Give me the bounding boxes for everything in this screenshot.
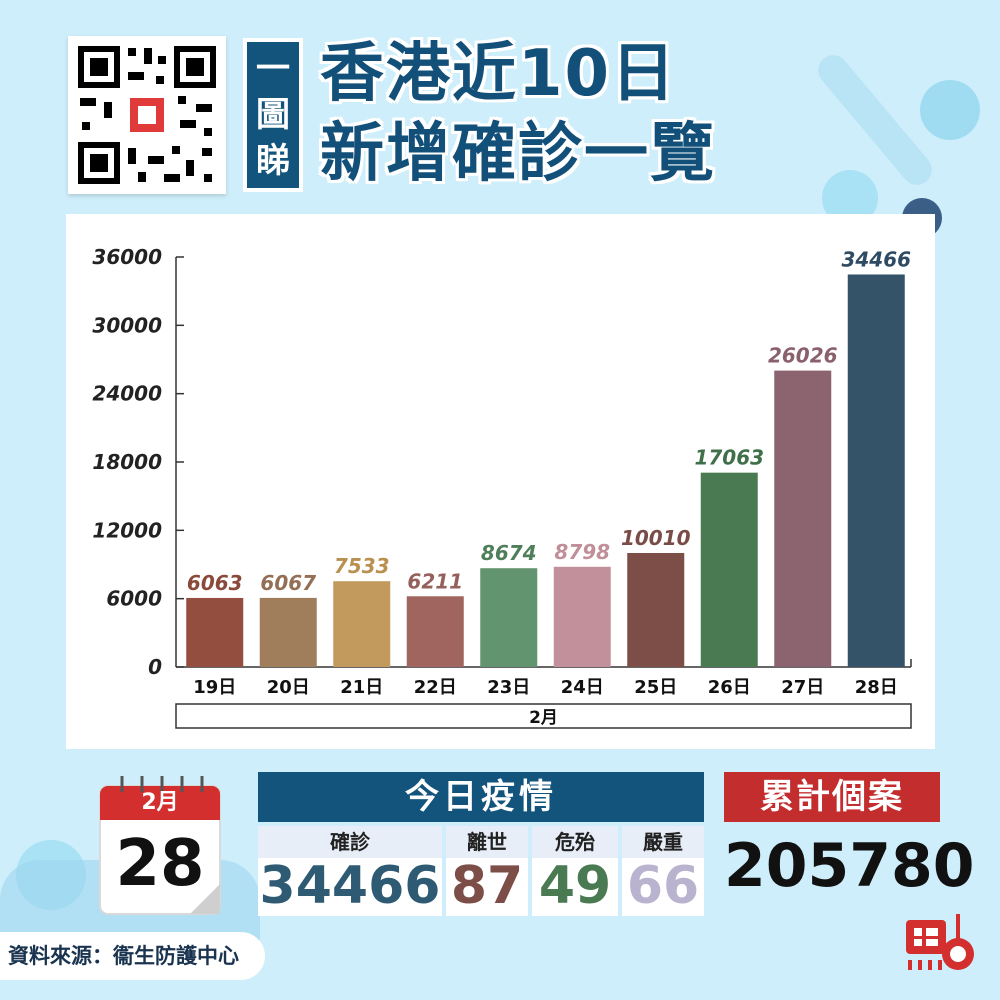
bar [847,274,905,667]
qr-code [68,36,226,194]
bar [480,568,538,667]
y-tick-label: 30000 [92,313,162,337]
calendar-icon: 2月 28 [92,770,232,920]
x-group-box [175,703,912,729]
x-tick-label: 27日 [781,677,824,698]
stat-deaths: 離世 87 [446,826,528,916]
today-header: 今日疫情 [258,772,704,822]
y-tick-label: 24000 [92,382,162,406]
stat-serious: 嚴重 66 [622,826,704,916]
stat-confirmed: 確診 34466 [258,826,442,916]
chart-panel: 0 6000 12000 18000 24000 30000 36000 6063 19日 606… [66,214,935,749]
page-title: 香港近10日 新增確診一覽 [320,34,716,194]
stat-value: 49 [538,856,612,916]
stat-value: 34466 [259,856,441,916]
bar-value-label: 7533 [334,554,390,578]
brand-logo [900,910,980,980]
title-line-1: 香港近10日 [320,37,678,111]
stat-label: 嚴重 [622,826,704,858]
bar-value-label: 17063 [694,446,764,470]
bar-value-label: 8798 [554,540,610,564]
virus-icon [920,80,980,140]
y-tick-label: 6000 [106,587,162,611]
bar-value-label: 26026 [768,344,838,368]
x-tick-label: 19日 [193,677,236,698]
bar [333,581,391,667]
stat-label: 離世 [446,826,528,858]
cumulative-header: 累計個案 [724,772,940,822]
y-tick-label: 18000 [92,450,162,474]
tag-char: 圖 [256,95,290,135]
bar-value-label: 6067 [260,571,316,595]
x-tick-label: 24日 [561,677,604,698]
bar [627,552,685,667]
bar-chart: 0 6000 12000 18000 24000 30000 36000 6063 19日 606… [92,245,912,729]
decor-stripe [812,49,938,191]
calendar-month: 2月 [141,790,179,815]
bar [406,596,464,667]
bar [774,370,832,667]
stat-value: 87 [450,856,524,916]
stat-critical: 危殆 49 [532,826,618,916]
title-tag: 一 圖 睇 [243,38,303,192]
bar [259,597,317,667]
tag-char: 一 [256,49,290,89]
bar [553,566,611,667]
y-tick-label: 36000 [92,245,162,269]
tag-char: 睇 [256,141,290,181]
y-tick-label: 0 [148,655,162,679]
bar-value-label: 34466 [841,247,911,271]
x-tick-label: 21日 [340,677,383,698]
bar [186,597,244,667]
calendar-day: 28 [115,827,205,901]
bar-value-label: 10010 [621,526,691,550]
source-note: 資料來源：衞生防護中心 [0,932,265,980]
bar [700,472,758,667]
x-tick-label: 23日 [487,677,530,698]
x-tick-label: 22日 [414,677,457,698]
title-line-2: 新增確診一覽 [320,117,716,191]
x-tick-label: 28日 [855,677,898,698]
x-tick-label: 20日 [267,677,310,698]
y-tick-label: 12000 [92,518,162,542]
cumulative-value: 205780 [724,831,975,901]
x-tick-label: 25日 [634,677,677,698]
bar-value-label: 8674 [481,541,537,565]
bar-value-label: 6211 [407,569,463,593]
stat-value: 66 [626,856,700,916]
stat-label: 危殆 [532,826,618,858]
x-group-label: 2月 [529,708,558,728]
stat-label: 確診 [258,826,442,858]
x-tick-label: 26日 [708,677,751,698]
bar-value-label: 6063 [187,571,243,595]
